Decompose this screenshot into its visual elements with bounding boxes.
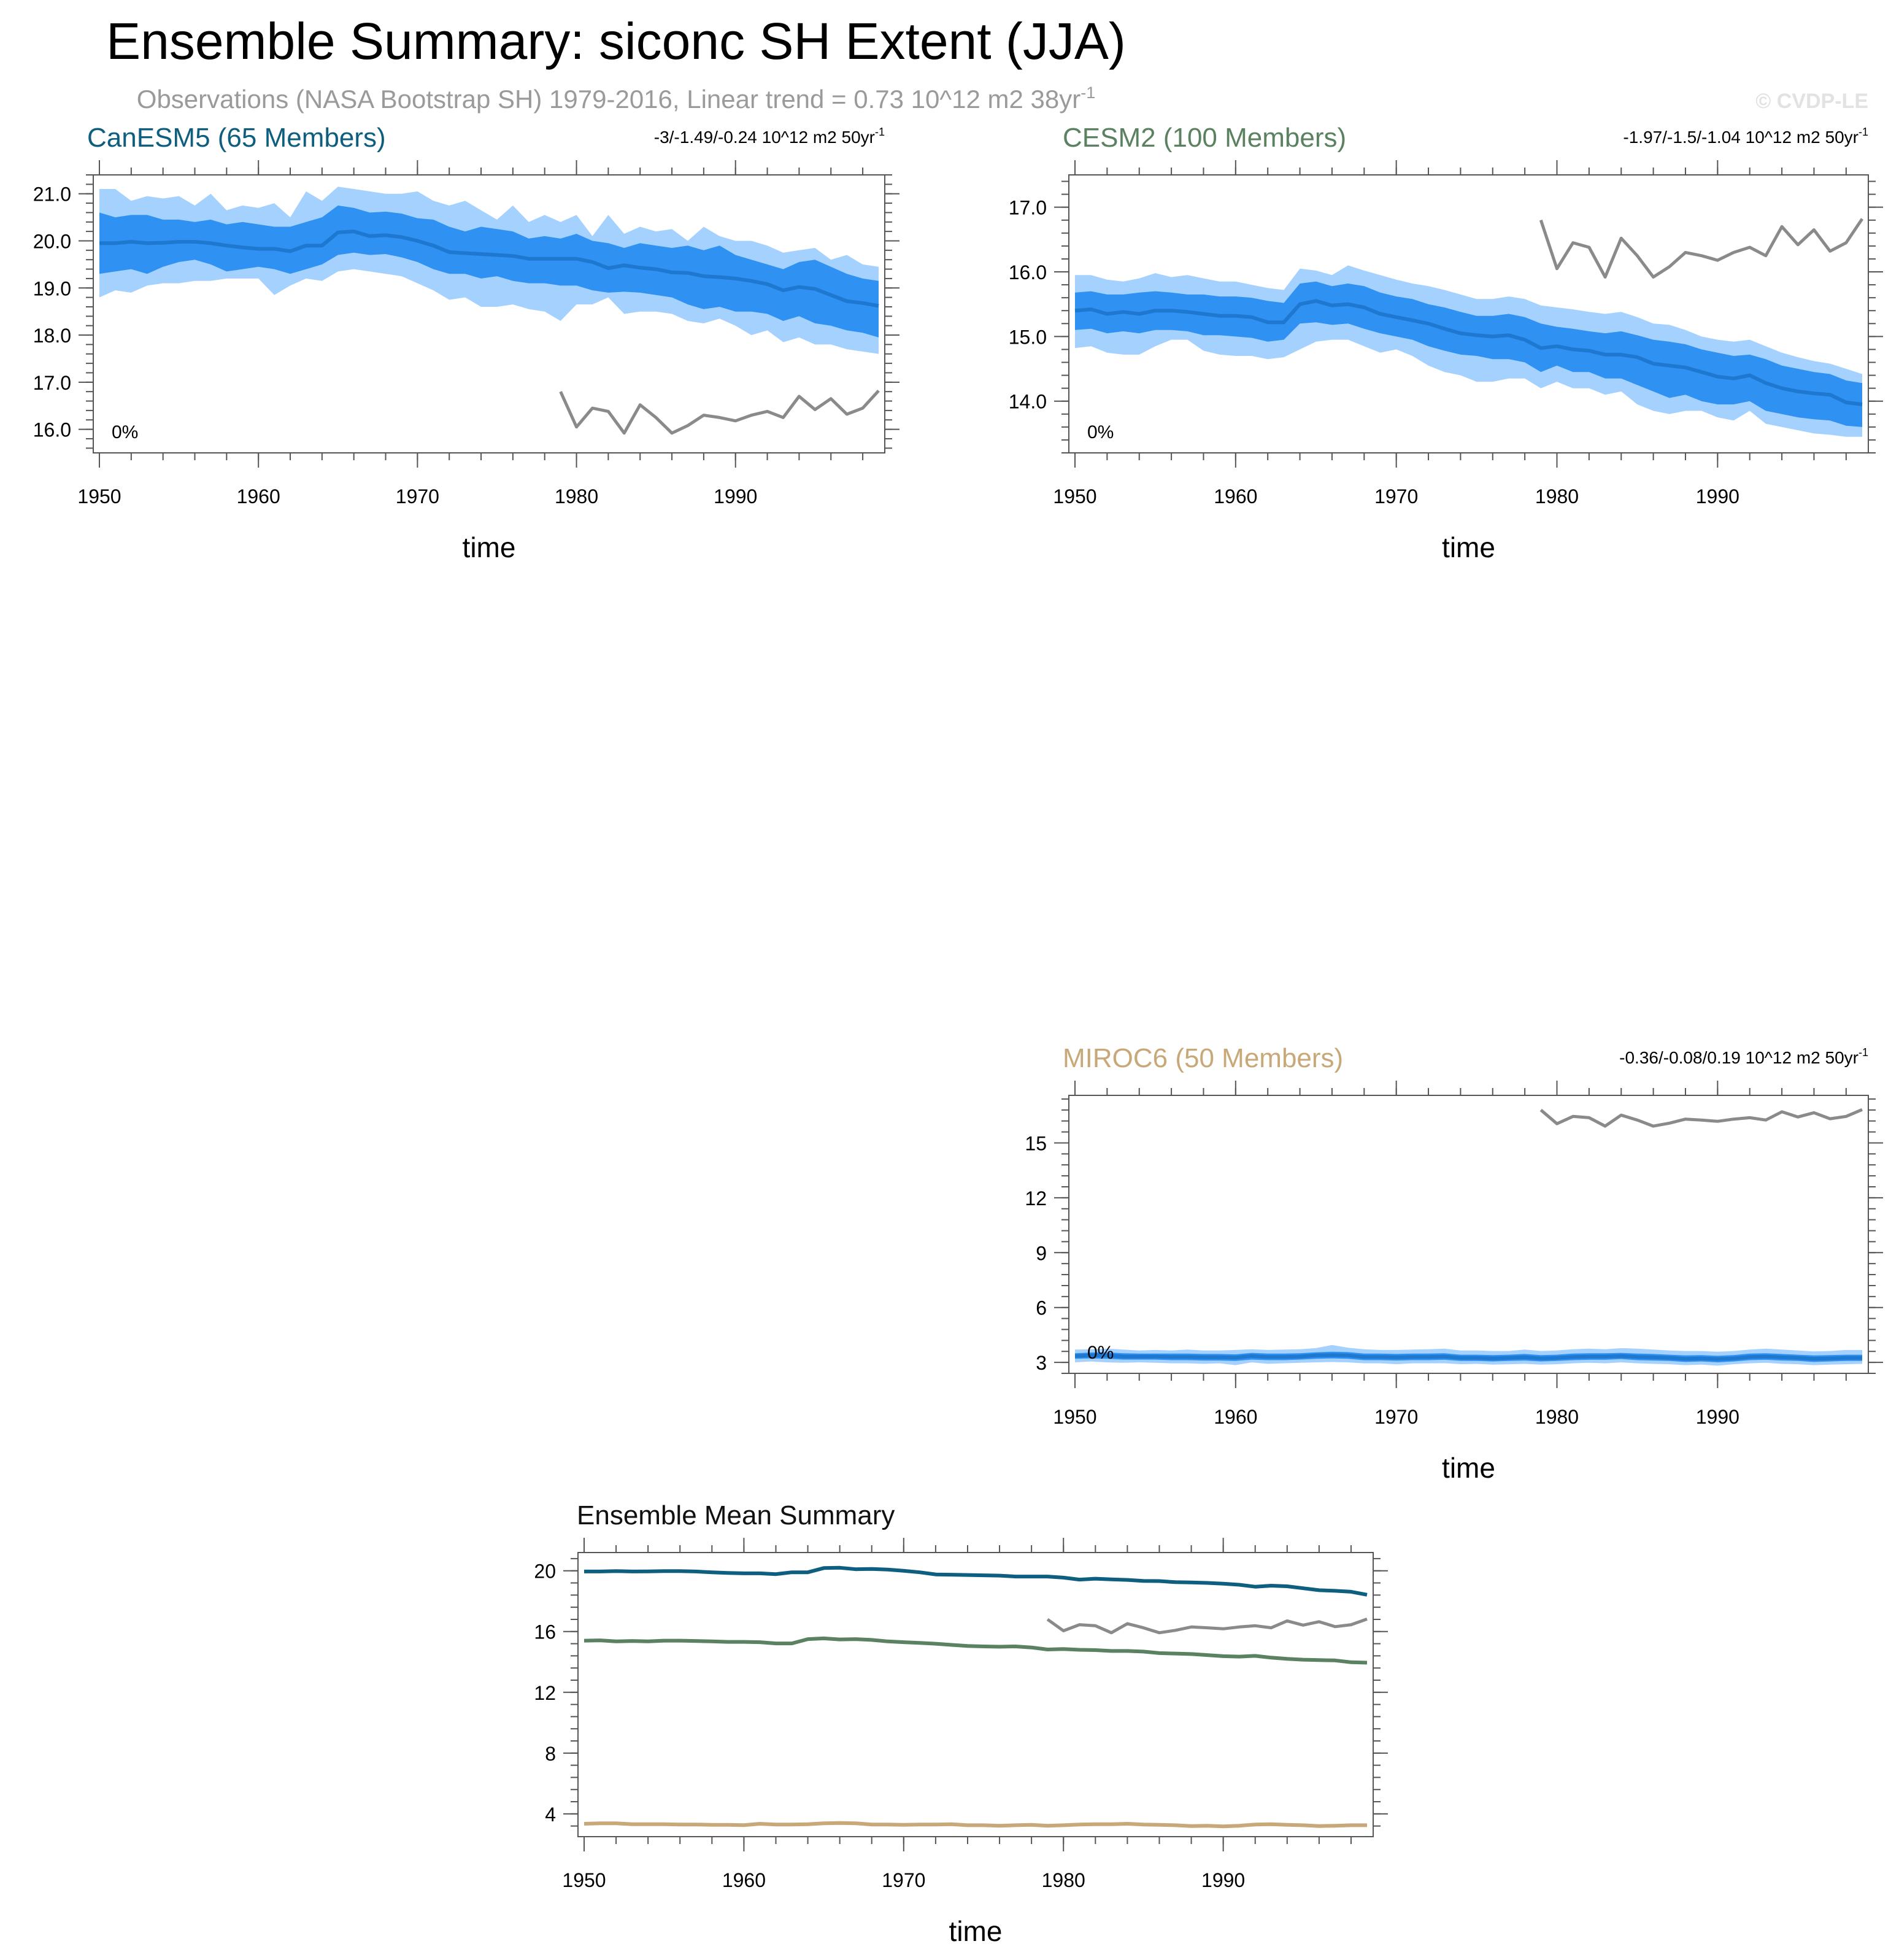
figure-subtitle-sup: -1 [1080, 83, 1095, 102]
y-tick-label: 18.0 [33, 325, 71, 347]
trend-label-text: -0.36/-0.08/0.19 10^12 m2 50yr [1619, 1048, 1859, 1067]
trend-label: -3/-1.49/-0.24 10^12 m2 50yr-1 [654, 126, 885, 147]
y-tick-label: 19.0 [33, 277, 71, 299]
observations-line [559, 390, 880, 435]
chart-cesm2: 1950 1960 1970 1980 1990 14.0 15.0 16.0 17.0 time… [1009, 123, 1883, 563]
panel-title: Ensemble Mean Summary [577, 1500, 895, 1530]
watermark: © CVDP-LE [1755, 90, 1868, 113]
y-tick-label: 12 [1025, 1187, 1047, 1210]
plot-area [1074, 218, 1864, 437]
trend-label-sup: -1 [1859, 1046, 1868, 1059]
plot-area [1074, 1108, 1863, 1366]
x-tick-label: 1980 [1535, 1406, 1579, 1428]
y-tick-label: 15.0 [1009, 326, 1047, 348]
series-line-canesm5 [584, 1565, 1368, 1597]
x-tick-label: 1960 [237, 485, 280, 507]
x-tick-label: 1970 [396, 485, 439, 507]
y-tick-label: 20 [534, 1561, 556, 1583]
y-tick-label: 12 [534, 1682, 556, 1704]
series-line-cesm2 [584, 1636, 1368, 1665]
ensemble-mean-line [99, 230, 879, 308]
observations-line [1046, 1618, 1368, 1635]
x-tick-label: 1970 [882, 1869, 925, 1891]
plot-frame [93, 174, 885, 453]
trend-label-sup: -1 [875, 126, 885, 138]
y-tick-label: 16.0 [33, 419, 71, 441]
percent-label: 0% [1087, 1343, 1114, 1363]
x-tick-label: 1950 [562, 1869, 606, 1891]
y-tick-label: 6 [1036, 1297, 1047, 1319]
band-10-90-percentile [99, 205, 879, 338]
plot-frame [577, 1552, 1374, 1837]
y-tick-label: 20.0 [33, 230, 71, 252]
percent-label: 0% [112, 422, 138, 442]
x-tick-label: 1950 [1053, 485, 1096, 507]
x-tick-label: 1950 [77, 485, 121, 507]
x-tick-label: 1980 [1042, 1869, 1085, 1891]
trend-label-text: -3/-1.49/-0.24 10^12 m2 50yr [654, 128, 875, 147]
y-tick-label: 3 [1036, 1352, 1047, 1374]
observations-line [1539, 1108, 1863, 1128]
plot-frame [1068, 1095, 1869, 1374]
x-axis-label: time [1442, 531, 1495, 563]
y-tick-label: 17.0 [33, 372, 71, 394]
y-tick-label: 14.0 [1009, 391, 1047, 413]
y-tick-label: 15 [1025, 1132, 1047, 1154]
x-tick-label: 1980 [1535, 485, 1579, 507]
x-axis-label: time [463, 531, 516, 563]
trend-label: -0.36/-0.08/0.19 10^12 m2 50yr-1 [1619, 1046, 1868, 1067]
x-axis-label: time [1442, 1452, 1495, 1484]
x-tick-label: 1970 [1374, 485, 1418, 507]
trend-label-text: -1.97/-1.5/-1.04 10^12 m2 50yr [1623, 128, 1859, 147]
plot-frame [1068, 174, 1869, 453]
chart-canesm5: 1950 1960 1970 1980 1990 16.0 17.0 18.0 19.0 20.0… [33, 123, 899, 563]
y-tick-label: 8 [545, 1743, 556, 1765]
ensemble-mean-line [1074, 1353, 1862, 1361]
band-10-90-percentile [1075, 281, 1862, 427]
y-tick-label: 21.0 [33, 183, 71, 206]
panel-title: MIROC6 (50 Members) [1063, 1043, 1343, 1073]
panel-title: CanESM5 (65 Members) [87, 123, 386, 153]
figure-subtitle: Observations (NASA Bootstrap SH) 1979-20… [137, 83, 1095, 114]
y-tick-label: 16.0 [1009, 261, 1047, 284]
figure-title: Ensemble Summary: siconc SH Extent (JJA) [106, 12, 1126, 70]
y-tick-label: 4 [545, 1804, 556, 1826]
x-tick-label: 1970 [1374, 1406, 1418, 1428]
x-tick-label: 1990 [1696, 485, 1739, 507]
x-tick-label: 1980 [555, 485, 598, 507]
ensemble-mean-line [1074, 299, 1863, 406]
x-tick-label: 1950 [1053, 1406, 1096, 1428]
percent-label: 0% [1087, 422, 1114, 442]
x-tick-label: 1990 [714, 485, 757, 507]
plot-area [99, 187, 880, 435]
x-tick-label: 1990 [1696, 1406, 1739, 1428]
x-axis-label: time [949, 1915, 1003, 1947]
trend-label: -1.97/-1.5/-1.04 10^12 m2 50yr-1 [1623, 126, 1868, 147]
x-tick-label: 1960 [1214, 485, 1257, 507]
y-tick-label: 16 [534, 1621, 556, 1643]
chart-summary: 1950 1960 1970 1980 1990 4 8 12 16 20 time Ensemble… [534, 1500, 1388, 1947]
chart-miroc6: 1950 1960 1970 1980 1990 3 6 9 12 15 time MIROC6 (5… [1025, 1043, 1883, 1484]
plot-area [584, 1565, 1368, 1829]
panels: 1950 1960 1970 1980 1990 16.0 17.0 18.0 19.0 20.0… [33, 123, 1883, 1947]
panel-title: CESM2 (100 Members) [1063, 123, 1346, 153]
trend-label-sup: -1 [1859, 126, 1868, 138]
x-tick-label: 1960 [722, 1869, 766, 1891]
x-tick-label: 1990 [1201, 1869, 1245, 1891]
series-line-miroc6 [584, 1821, 1367, 1829]
y-tick-label: 9 [1036, 1242, 1047, 1264]
observations-line [1539, 218, 1864, 279]
figure-subtitle-text: Observations (NASA Bootstrap SH) 1979-20… [137, 85, 1080, 114]
x-tick-label: 1960 [1214, 1406, 1257, 1428]
y-tick-label: 17.0 [1009, 197, 1047, 219]
